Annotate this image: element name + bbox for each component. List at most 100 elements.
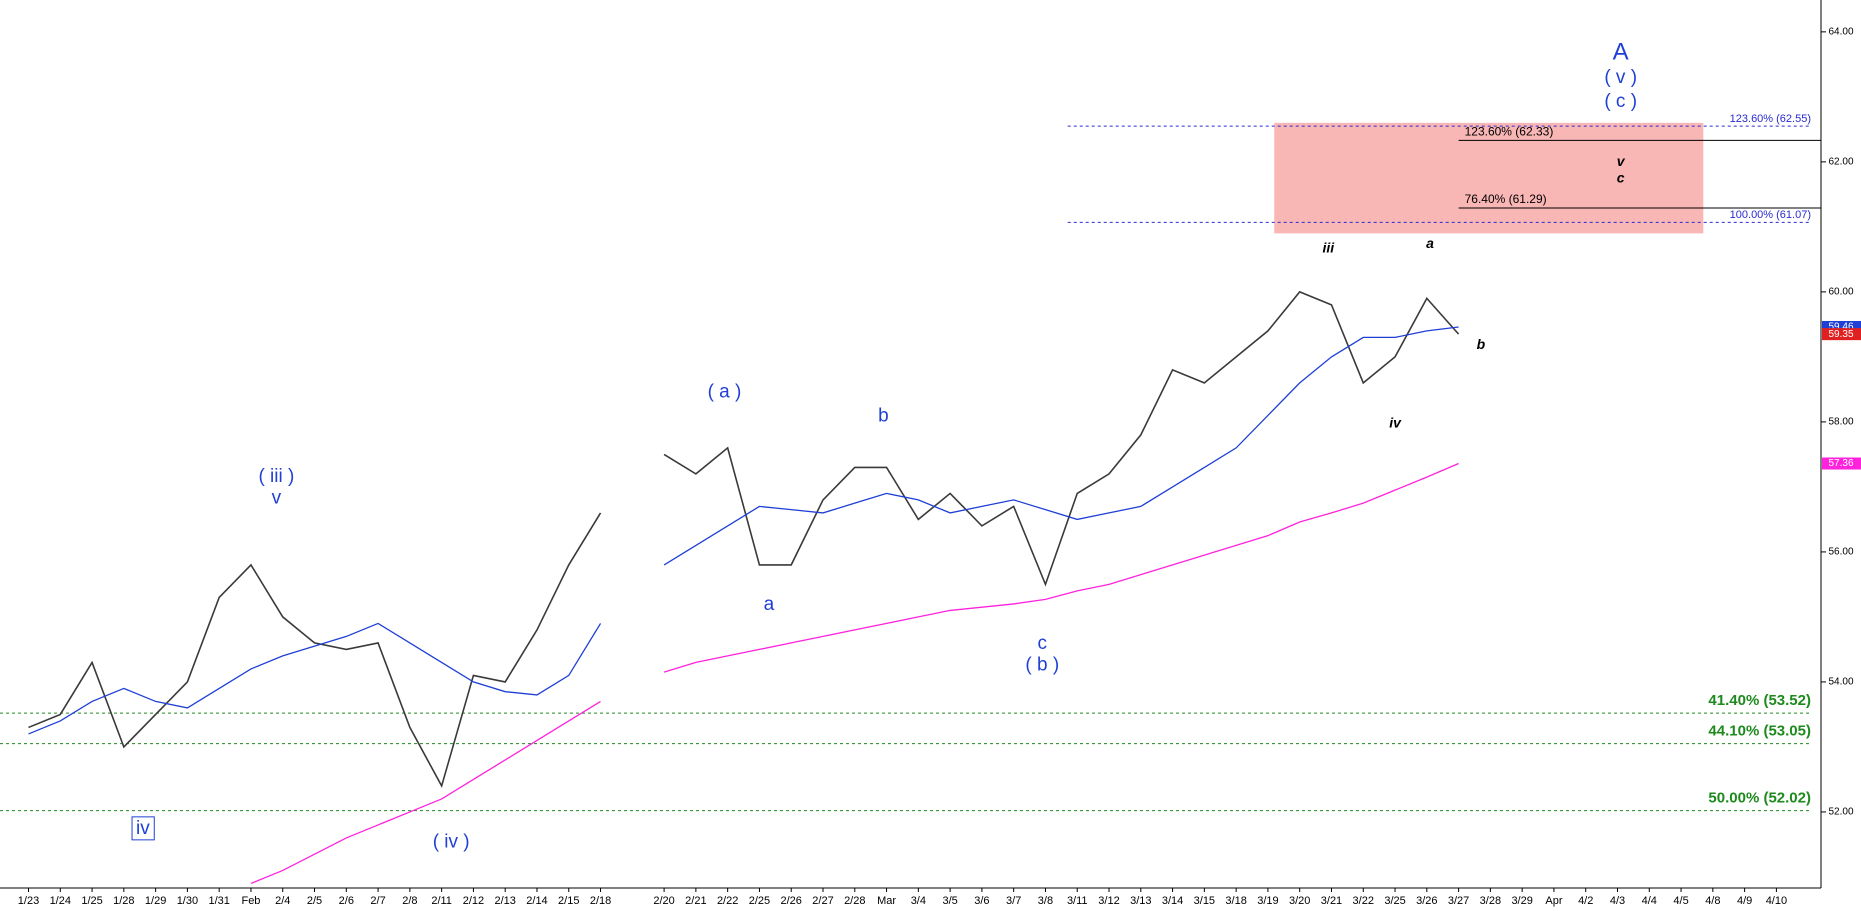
x-tick-label: 3/8 bbox=[1038, 895, 1053, 907]
fib-label: 123.60% (62.55) bbox=[1730, 113, 1811, 125]
wave-label: b bbox=[878, 406, 889, 427]
x-tick-label: 3/27 bbox=[1448, 895, 1469, 907]
x-tick-label: 1/30 bbox=[177, 895, 198, 907]
x-tick-label: 3/28 bbox=[1480, 895, 1501, 907]
x-tick-label: 2/27 bbox=[812, 895, 833, 907]
fib-label: 50.00% (52.02) bbox=[1708, 790, 1811, 807]
x-tick-label: 2/4 bbox=[275, 895, 290, 907]
series-line bbox=[28, 622, 602, 735]
price-badge-label: 57.36 bbox=[1828, 458, 1853, 469]
x-tick-label: 2/21 bbox=[685, 895, 706, 907]
x-tick-label: 2/15 bbox=[558, 895, 579, 907]
x-tick-label: 4/2 bbox=[1578, 895, 1593, 907]
y-tick-label: 56.00 bbox=[1828, 547, 1853, 558]
x-tick-label: 4/10 bbox=[1766, 895, 1787, 907]
x-tick-label: 3/5 bbox=[942, 895, 957, 907]
x-tick-label: 1/25 bbox=[81, 895, 102, 907]
fib-label: 44.10% (53.05) bbox=[1708, 723, 1811, 740]
x-tick-label: 1/29 bbox=[145, 895, 166, 907]
wave-label: ( iii ) bbox=[258, 466, 294, 487]
x-tick-label: 2/13 bbox=[494, 895, 515, 907]
wave-label: c bbox=[1038, 633, 1048, 654]
x-tick-label: 3/14 bbox=[1162, 895, 1183, 907]
wave-label: c bbox=[1617, 169, 1625, 185]
x-tick-label: 2/26 bbox=[781, 895, 802, 907]
price-badge bbox=[1822, 328, 1861, 341]
x-tick-label: 3/19 bbox=[1257, 895, 1278, 907]
wave-label: a bbox=[764, 594, 775, 615]
x-tick-label: 3/4 bbox=[911, 895, 926, 907]
series-line bbox=[663, 462, 1459, 673]
x-tick-label: 3/13 bbox=[1130, 895, 1151, 907]
y-tick-label: 54.00 bbox=[1828, 677, 1853, 688]
x-tick-label: 3/18 bbox=[1225, 895, 1246, 907]
x-tick-label: 3/25 bbox=[1384, 895, 1405, 907]
x-tick-label: 2/14 bbox=[526, 895, 547, 907]
x-tick-label: Apr bbox=[1545, 895, 1562, 907]
x-tick-label: 4/9 bbox=[1737, 895, 1752, 907]
y-tick-label: 52.00 bbox=[1828, 807, 1853, 818]
price-badge bbox=[1822, 457, 1861, 470]
x-tick-label: 2/5 bbox=[307, 895, 322, 907]
y-tick-label: 58.00 bbox=[1828, 417, 1853, 428]
x-tick-label: 2/8 bbox=[402, 895, 417, 907]
x-tick-label: 2/20 bbox=[653, 895, 674, 907]
wave-label: iv bbox=[1389, 415, 1402, 431]
series-line bbox=[28, 512, 602, 789]
x-tick-label: 3/21 bbox=[1321, 895, 1342, 907]
wave-label: ( c ) bbox=[1604, 91, 1637, 112]
fib-label: 123.60% (62.33) bbox=[1465, 125, 1554, 139]
wave-label: ( b ) bbox=[1025, 655, 1059, 676]
fib-label: 76.40% (61.29) bbox=[1465, 192, 1547, 206]
x-tick-label: Mar bbox=[877, 895, 896, 907]
x-tick-label: 3/11 bbox=[1067, 895, 1088, 907]
wave-label: iii bbox=[1322, 240, 1335, 256]
y-tick-label: 60.00 bbox=[1828, 287, 1853, 298]
series-line bbox=[663, 326, 1459, 566]
price-badge-label: 59.35 bbox=[1828, 329, 1853, 340]
fib-label: 41.40% (53.52) bbox=[1708, 692, 1811, 709]
x-tick-label: Feb bbox=[241, 895, 260, 907]
x-tick-label: 2/7 bbox=[370, 895, 385, 907]
wave-label: a bbox=[1426, 235, 1434, 251]
x-tick-label: 3/12 bbox=[1098, 895, 1119, 907]
wave-label: iv bbox=[136, 818, 150, 839]
wave-label: ( iv ) bbox=[433, 832, 470, 853]
x-tick-label: 3/15 bbox=[1194, 895, 1215, 907]
x-tick-label: 2/12 bbox=[463, 895, 484, 907]
x-tick-label: 1/31 bbox=[208, 895, 229, 907]
x-tick-label: 2/25 bbox=[749, 895, 770, 907]
wave-label: A bbox=[1613, 39, 1629, 66]
x-tick-label: 4/3 bbox=[1610, 895, 1625, 907]
x-tick-label: 2/28 bbox=[844, 895, 865, 907]
x-tick-label: 1/28 bbox=[113, 895, 134, 907]
wave-label: b bbox=[1477, 336, 1486, 352]
x-tick-label: 3/29 bbox=[1511, 895, 1532, 907]
price-badge-label: 59.46 bbox=[1828, 322, 1853, 333]
x-tick-label: 3/22 bbox=[1353, 895, 1374, 907]
series-line bbox=[663, 290, 1460, 587]
y-tick-label: 64.00 bbox=[1828, 26, 1853, 37]
wave-box bbox=[131, 816, 155, 841]
x-tick-label: 2/6 bbox=[339, 895, 354, 907]
x-tick-label: 2/22 bbox=[717, 895, 738, 907]
wave-label: ( a ) bbox=[708, 382, 742, 403]
wave-label: v bbox=[272, 488, 282, 509]
y-tick-label: 62.00 bbox=[1828, 157, 1853, 168]
x-tick-label: 3/26 bbox=[1416, 895, 1437, 907]
fib-label: 100.00% (61.07) bbox=[1730, 209, 1811, 221]
x-tick-label: 1/24 bbox=[50, 895, 71, 907]
x-tick-label: 4/4 bbox=[1642, 895, 1657, 907]
x-tick-label: 4/5 bbox=[1673, 895, 1688, 907]
x-tick-label: 4/8 bbox=[1705, 895, 1720, 907]
x-tick-label: 1/23 bbox=[18, 895, 39, 907]
x-tick-label: 2/11 bbox=[431, 895, 452, 907]
x-tick-label: 3/20 bbox=[1289, 895, 1310, 907]
wave-label: v bbox=[1617, 153, 1626, 169]
x-tick-label: 3/6 bbox=[974, 895, 989, 907]
target-zone bbox=[1274, 122, 1704, 234]
x-tick-label: 3/7 bbox=[1006, 895, 1021, 907]
x-tick-label: 2/18 bbox=[590, 895, 611, 907]
wave-label: ( v ) bbox=[1604, 67, 1637, 88]
